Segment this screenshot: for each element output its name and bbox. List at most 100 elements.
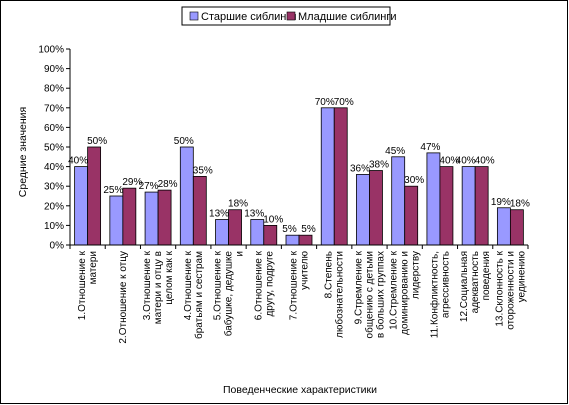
data-label-older-12: 40% bbox=[456, 156, 476, 167]
category-label-line: 12.Социальная bbox=[459, 251, 470, 322]
bar-younger-3 bbox=[157, 189, 172, 246]
data-label-younger-4: 35% bbox=[193, 165, 213, 176]
category-label-12: 12.Социальная адекватность поведения bbox=[459, 251, 492, 322]
category-label-line: общению с детьми bbox=[363, 251, 375, 338]
data-label-older-10: 45% bbox=[385, 146, 405, 157]
y-tick-label: 50% bbox=[44, 143, 64, 154]
bar-younger-12 bbox=[474, 166, 489, 246]
category-label-line: целом как к bbox=[164, 250, 175, 304]
y-tick-label: 30% bbox=[44, 182, 64, 193]
category-label-11: 11.Конфликтность, агрессивность bbox=[428, 251, 451, 338]
category-label-line: бабушке, дедушке bbox=[223, 251, 235, 337]
y-tick-label: 40% bbox=[44, 162, 64, 173]
category-label-line: учителю bbox=[300, 251, 311, 290]
category-label-3: 3.Отношение к матери и отцу в целом как к bbox=[142, 250, 175, 324]
bar-older-3 bbox=[144, 191, 159, 246]
bar-younger-4 bbox=[192, 175, 207, 246]
category-label-line: 9.Стремление к bbox=[353, 250, 364, 324]
bar-younger-5 bbox=[228, 209, 242, 246]
data-label-older-13: 19% bbox=[491, 197, 511, 208]
bar-younger-1 bbox=[87, 146, 102, 246]
data-label-younger-11: 40% bbox=[439, 156, 459, 167]
legend-label-older: Старшие сиблинги bbox=[201, 11, 296, 23]
data-label-older-3: 27% bbox=[139, 181, 159, 192]
category-label-line: 11.Конфликтность, bbox=[428, 251, 440, 338]
category-label-line: другу, подруге bbox=[264, 251, 275, 317]
category-label-line: матери bbox=[88, 251, 99, 284]
category-label-line: 3.Отношение к bbox=[142, 250, 153, 320]
category-label-line: 2.Отношение к отцу bbox=[118, 251, 129, 344]
category-label-line: адекватность bbox=[470, 251, 481, 313]
category-label-line: 10.Стремление к bbox=[389, 250, 400, 330]
axes bbox=[69, 49, 529, 249]
category-label-line: доминированию и bbox=[400, 251, 411, 335]
category-label-line: 7.Отношение к bbox=[289, 250, 300, 320]
data-label-older-4: 50% bbox=[174, 136, 194, 147]
category-label-line: 1.Отношение к bbox=[77, 250, 88, 320]
category-label-line: лидерству bbox=[411, 251, 422, 299]
data-label-younger-5: 18% bbox=[228, 199, 248, 210]
data-label-younger-3: 28% bbox=[158, 179, 178, 190]
legend-swatch-younger bbox=[286, 11, 296, 21]
data-label-younger-8: 70% bbox=[334, 97, 354, 108]
bar-older-11 bbox=[426, 152, 441, 246]
data-label-younger-13: 18% bbox=[510, 199, 530, 210]
bar-older-7 bbox=[285, 234, 300, 246]
bar-younger-8 bbox=[333, 107, 348, 246]
y-axis-title: Средние значения bbox=[17, 107, 29, 197]
category-label-line: 5.Отношение к bbox=[213, 250, 224, 320]
category-label-line: уединению bbox=[516, 251, 527, 303]
category-label-line: матери и отцу в bbox=[153, 251, 164, 324]
category-label-7: 7.Отношение к учителю bbox=[289, 250, 311, 320]
bars bbox=[74, 107, 524, 246]
bar-younger-11 bbox=[439, 166, 454, 246]
bar-older-9 bbox=[356, 174, 370, 246]
category-label-line: любознательности bbox=[334, 251, 346, 338]
category-label-4: 4.Отношение к братьям и сестрам bbox=[183, 250, 205, 339]
legend-box bbox=[181, 6, 391, 26]
legend: Старшие сиблинги Младшие сиблинги bbox=[181, 6, 397, 26]
category-label-line: 8.Степень bbox=[324, 251, 335, 298]
data-label-younger-10: 30% bbox=[404, 175, 424, 186]
y-tick-label: 70% bbox=[44, 103, 64, 114]
category-label-line: братьям и сестрам bbox=[193, 251, 205, 339]
category-label-5: 5.Отношение к бабушке, дедушке и bbox=[213, 250, 246, 336]
bar-older-6 bbox=[250, 219, 265, 246]
y-tick-label: 90% bbox=[44, 64, 64, 75]
category-label-line: поведения bbox=[481, 251, 492, 300]
data-label-older-8: 70% bbox=[315, 97, 335, 108]
legend-swatch-older bbox=[189, 11, 199, 21]
data-label-older-5: 13% bbox=[209, 209, 229, 220]
category-label-8: 8.Степень любознательности bbox=[324, 251, 346, 338]
bar-older-2 bbox=[109, 195, 124, 246]
category-label-line: отороженности и bbox=[505, 251, 516, 330]
y-tick-label: 20% bbox=[44, 201, 64, 212]
category-labels: 1.Отношение к матери 2.Отношение к отцу 3.О… bbox=[77, 250, 527, 343]
category-label-line: агрессивность bbox=[440, 251, 451, 318]
data-label-younger-12: 40% bbox=[475, 156, 495, 167]
category-label-2: 2.Отношение к отцу bbox=[118, 251, 129, 344]
data-label-younger-6: 10% bbox=[263, 214, 283, 225]
category-label-9: 9.Стремление к общению с детьми в больших … bbox=[353, 250, 386, 338]
category-label-line: и bbox=[235, 251, 246, 257]
bar-younger-13 bbox=[509, 209, 524, 246]
y-tick-label: 0% bbox=[50, 241, 65, 252]
x-axis-title: Поведенческие характеристики bbox=[223, 384, 377, 396]
bar-younger-7 bbox=[298, 234, 313, 246]
bar-younger-10 bbox=[404, 185, 419, 246]
bar-older-1 bbox=[74, 166, 89, 246]
category-label-line: в больших группах bbox=[374, 251, 386, 338]
y-axis-ticks: 0% 10% 20% 30% 40% 50% 60% 70% 80% 90% 100% bbox=[38, 45, 70, 252]
bar-younger-9 bbox=[369, 170, 383, 246]
data-label-older-1: 40% bbox=[68, 156, 88, 167]
category-label-line: 13.Склонность к bbox=[494, 250, 505, 326]
category-label-line: 4.Отношение к bbox=[183, 250, 194, 320]
bar-older-4 bbox=[179, 146, 194, 246]
category-label-1: 1.Отношение к матери bbox=[77, 250, 99, 320]
y-tick-label: 100% bbox=[38, 45, 64, 56]
data-label-older-7: 5% bbox=[282, 224, 297, 235]
bar-older-13 bbox=[496, 207, 511, 246]
category-label-6: 6.Отношение к другу, подруге bbox=[253, 250, 275, 320]
category-label-line: 6.Отношение к bbox=[253, 250, 264, 320]
data-label-older-6: 13% bbox=[244, 209, 264, 220]
